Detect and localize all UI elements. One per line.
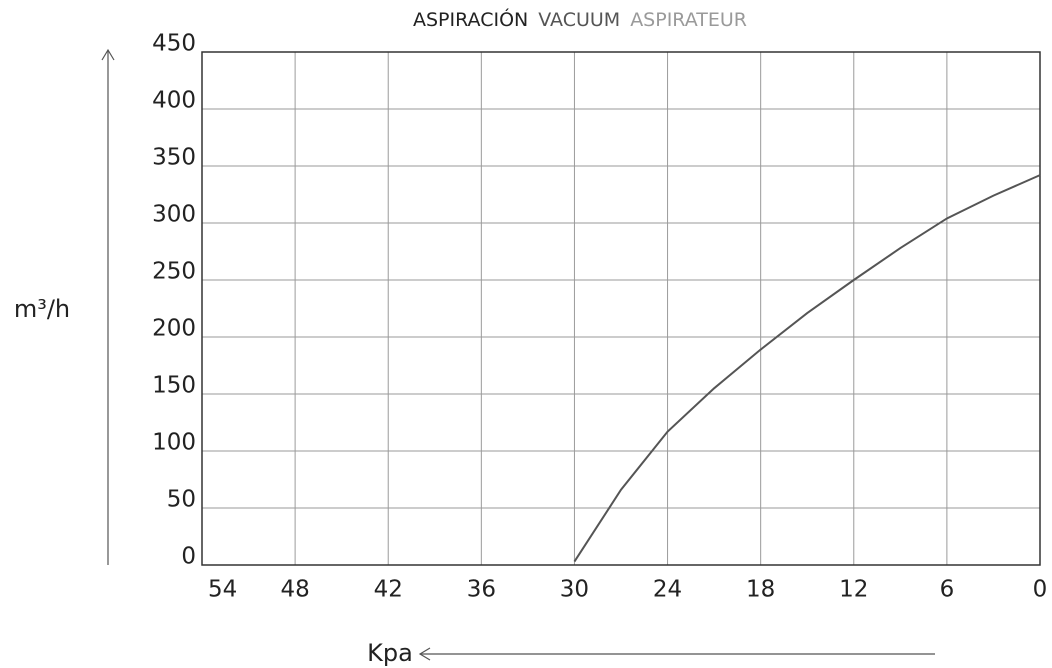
y-tick-label: 150 — [152, 373, 196, 399]
x-tick-label: 6 — [940, 577, 955, 603]
y-tick-label: 50 — [167, 487, 196, 513]
y-tick-label: 0 — [181, 544, 196, 570]
title-part: ASPIRATEUR — [630, 9, 747, 31]
x-tick-label: 18 — [746, 577, 775, 603]
y-tick-label: 300 — [152, 202, 196, 228]
x-tick-label: 0 — [1033, 577, 1048, 603]
x-arrow-head — [418, 647, 431, 661]
x-tick-label: 36 — [467, 577, 496, 603]
y-tick-label: 400 — [152, 88, 196, 114]
title-part: VACUUM — [538, 9, 620, 31]
title-part: ASPIRACIÓN — [413, 7, 528, 31]
y-arrow-head — [101, 48, 115, 61]
x-tick-label: 12 — [839, 577, 868, 603]
y-tick-label: 200 — [152, 316, 196, 342]
x-axis-label: Kpa — [367, 639, 413, 667]
y-tick-label: 450 — [152, 31, 196, 57]
x-tick-label: 42 — [374, 577, 403, 603]
chart-title: ASPIRACIÓN VACUUM ASPIRATEUR — [413, 7, 747, 31]
y-tick-label: 100 — [152, 430, 196, 456]
x-tick-label: 54 — [208, 577, 237, 603]
y-axis-label: m³/h — [14, 295, 70, 323]
data-line — [573, 174, 1041, 563]
x-tick-label: 24 — [653, 577, 682, 603]
x-tick-label: 30 — [560, 577, 589, 603]
y-tick-label: 250 — [152, 259, 196, 285]
x-tick-label: 48 — [280, 577, 309, 603]
plot-frame — [201, 51, 1041, 566]
y-tick-label: 350 — [152, 145, 196, 171]
